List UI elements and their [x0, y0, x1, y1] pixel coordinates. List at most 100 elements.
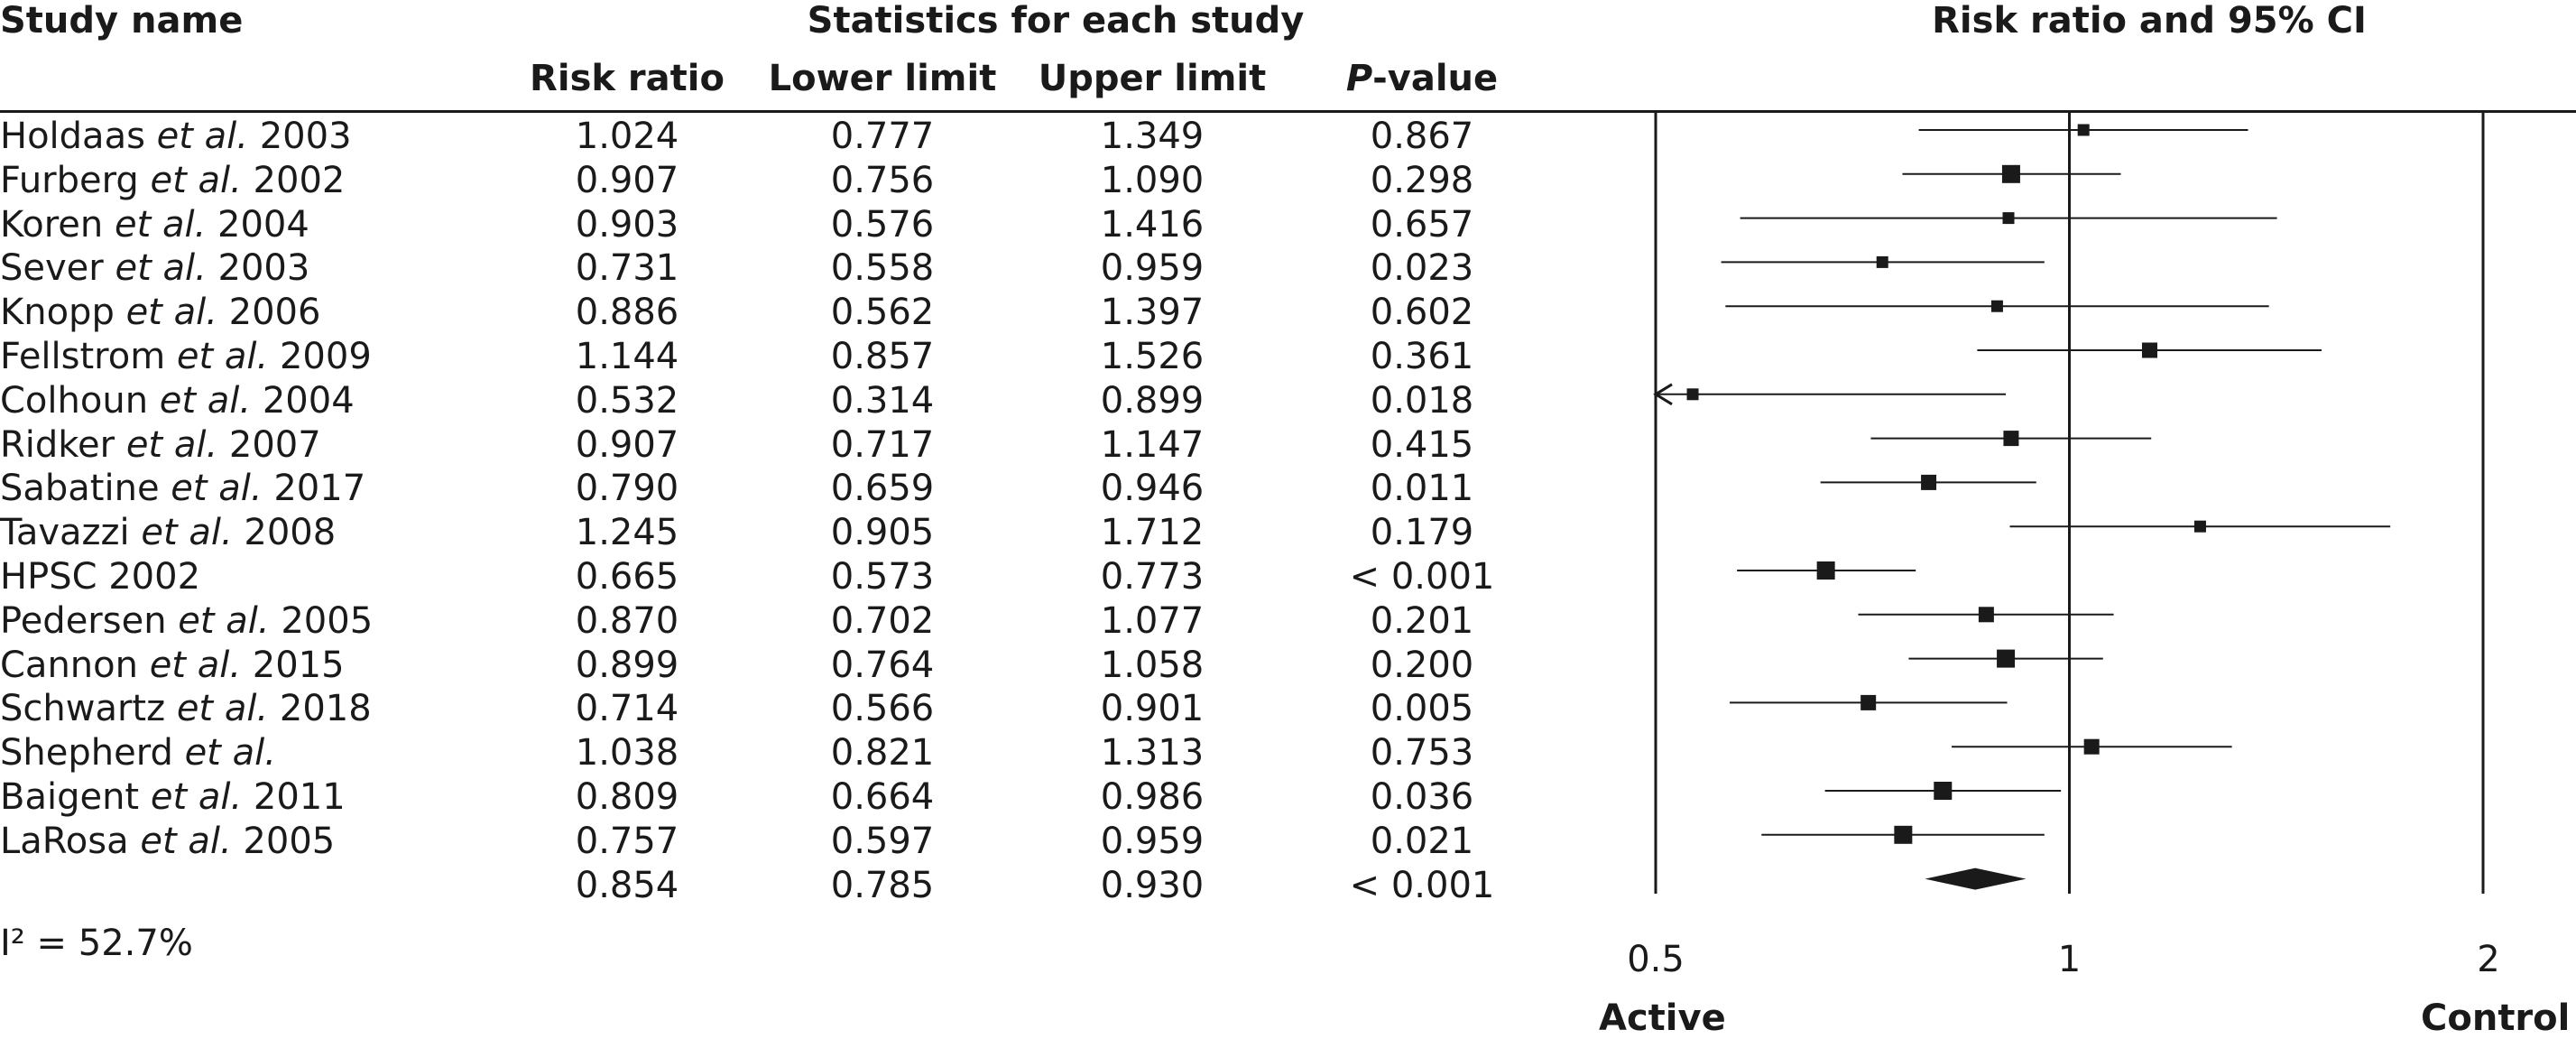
study-name: Sabatine et al. 2017 — [0, 468, 366, 510]
p-value: 0.753 — [1370, 732, 1474, 775]
upper-limit-header: Upper limit — [1038, 58, 1267, 99]
risk-ratio-value: 0.714 — [575, 688, 679, 730]
study-name: Baigent et al. 2011 — [0, 776, 346, 818]
upper-limit-value: 0.959 — [1100, 247, 1205, 290]
upper-limit-value: 1.349 — [1100, 116, 1205, 157]
lower-limit-value: 0.314 — [830, 379, 935, 422]
p-value: 0.036 — [1370, 776, 1474, 818]
upper-limit-value: 1.058 — [1100, 644, 1205, 686]
lower-limit-value: 0.573 — [830, 556, 935, 598]
control-label: Control — [2421, 997, 2571, 1039]
heterogeneity-text: I² = 52.7% — [0, 923, 193, 964]
risk-ratio-value: 0.886 — [575, 292, 679, 334]
study-name: Pedersen et al. 2005 — [0, 599, 374, 642]
lower-limit-value: 0.562 — [830, 292, 935, 334]
study-name: Sever et al. 2003 — [0, 247, 310, 290]
study-name: HPSC 2002 — [0, 556, 201, 598]
study-name: Fellstrom et al. 2009 — [0, 336, 372, 377]
study-name: LaRosa et al. 2005 — [0, 820, 336, 862]
study-name: Knopp et al. 2006 — [0, 292, 321, 334]
risk-ratio-value: 0.757 — [575, 820, 679, 862]
point-estimate — [1816, 561, 1835, 580]
upper-limit-value: 0.899 — [1100, 379, 1205, 422]
point-estimate — [1934, 782, 1953, 800]
p-value: 0.657 — [1370, 203, 1474, 246]
study-name-header: Study name — [0, 0, 244, 42]
lower-limit-value: 0.821 — [830, 732, 935, 775]
upper-limit-value: 1.397 — [1100, 292, 1205, 334]
summary-upper-limit: 0.930 — [1100, 864, 1205, 906]
risk-ratio-value: 0.870 — [575, 599, 679, 642]
summary-lower-limit: 0.785 — [830, 864, 935, 906]
p-value: < 0.001 — [1349, 556, 1495, 598]
point-estimate — [2077, 124, 2090, 136]
study-name: Colhoun et al. 2004 — [0, 379, 355, 422]
study-name: Cannon et al. 2015 — [0, 644, 345, 686]
upper-limit-value: 1.147 — [1100, 423, 1205, 466]
upper-limit-value: 1.090 — [1100, 159, 1205, 201]
risk-ratio-value: 1.144 — [575, 336, 679, 377]
x-tick-label: 0.5 — [1627, 939, 1685, 980]
risk-ratio-value: 1.038 — [575, 732, 679, 775]
point-estimate — [1894, 825, 1913, 844]
upper-limit-value: 0.946 — [1100, 468, 1205, 510]
plot-title: Risk ratio and 95% CI — [1932, 0, 2367, 42]
risk-ratio-value: 0.809 — [575, 776, 679, 818]
lower-limit-value: 0.702 — [830, 599, 935, 642]
lower-limit-value: 0.756 — [830, 159, 935, 201]
header-rule — [0, 110, 2576, 113]
risk-ratio-value: 0.903 — [575, 203, 679, 246]
point-estimate — [2001, 164, 2020, 183]
p-value-header: P-value — [1345, 58, 1499, 99]
upper-limit-value: 0.773 — [1100, 556, 1205, 598]
x-tick-label: 1 — [2057, 939, 2082, 980]
stats-group-header: Statistics for each study — [807, 0, 1305, 42]
upper-limit-value: 1.526 — [1100, 336, 1205, 377]
active-label: Active — [1599, 997, 1726, 1039]
upper-limit-value: 1.313 — [1100, 732, 1205, 775]
study-name: Koren et al. 2004 — [0, 203, 309, 246]
study-name: Holdaas et al. 2003 — [0, 116, 352, 157]
p-value: 0.179 — [1370, 512, 1474, 554]
p-value: 0.021 — [1370, 820, 1474, 862]
study-name: Shepherd et al. — [0, 732, 276, 775]
lower-limit-value: 0.857 — [830, 336, 935, 377]
lower-limit-value: 0.764 — [830, 644, 935, 686]
p-value: 0.361 — [1370, 336, 1474, 377]
lower-limit-value: 0.664 — [830, 776, 935, 818]
point-estimate — [2083, 738, 2100, 755]
risk-ratio-value: 0.731 — [575, 247, 679, 290]
heterogeneity-stat: I² = 52.7% — [0, 923, 193, 964]
study-name: Tavazzi et al. 2008 — [0, 512, 337, 554]
point-estimate — [2002, 212, 2015, 225]
point-estimate — [2003, 431, 2019, 447]
lower-limit-value: 0.659 — [830, 468, 935, 510]
p-value: 0.415 — [1370, 423, 1474, 466]
summary-risk-ratio: 0.854 — [575, 864, 679, 906]
risk-ratio-value: 0.790 — [575, 468, 679, 510]
point-estimate — [1990, 300, 2003, 312]
p-value: 0.018 — [1370, 379, 1474, 422]
risk-ratio-value: 0.907 — [575, 159, 679, 201]
summary-diamond — [1925, 867, 2027, 890]
p-value: 0.005 — [1370, 688, 1474, 730]
lower-limit-value: 0.576 — [830, 203, 935, 246]
lower-limit-value: 0.597 — [830, 820, 935, 862]
upper-limit-value: 0.901 — [1100, 688, 1205, 730]
upper-limit-value: 0.986 — [1100, 776, 1205, 818]
upper-limit-value: 0.959 — [1100, 820, 1205, 862]
risk-ratio-value: 0.907 — [575, 423, 679, 466]
lower-limit-value: 0.558 — [830, 247, 935, 290]
p-value: 0.023 — [1370, 247, 1474, 290]
risk-ratio-value: 1.245 — [575, 512, 679, 554]
lower-limit-value: 0.777 — [830, 116, 935, 157]
p-value: 0.200 — [1370, 644, 1474, 686]
point-estimate — [2141, 342, 2157, 358]
lower-limit-value: 0.717 — [830, 423, 935, 466]
risk-ratio-value: 0.532 — [575, 379, 679, 422]
p-value: 0.298 — [1370, 159, 1474, 201]
p-value: 0.867 — [1370, 116, 1474, 157]
risk-ratio-header: Risk ratio — [530, 58, 725, 99]
lower-limit-header: Lower limit — [768, 58, 997, 99]
point-estimate — [1997, 649, 2016, 668]
